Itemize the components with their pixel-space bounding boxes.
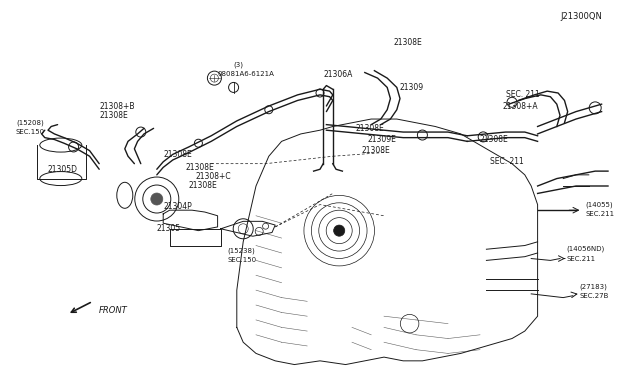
Text: (14055): (14055) xyxy=(586,201,613,208)
Circle shape xyxy=(151,193,163,205)
Text: SEC.27B: SEC.27B xyxy=(579,293,609,299)
Text: SEC.211: SEC.211 xyxy=(566,256,596,262)
Text: (14056ND): (14056ND) xyxy=(566,246,605,253)
Text: 21304P: 21304P xyxy=(163,202,192,211)
Text: (15208): (15208) xyxy=(16,119,44,126)
Text: (15238): (15238) xyxy=(227,248,255,254)
Text: 21305: 21305 xyxy=(157,224,181,233)
Circle shape xyxy=(333,225,345,236)
Text: SEC.150: SEC.150 xyxy=(16,129,45,135)
Text: 21309: 21309 xyxy=(400,83,424,92)
Text: 08081A6-6121A: 08081A6-6121A xyxy=(218,71,275,77)
Text: 21308E: 21308E xyxy=(362,146,390,155)
Text: 21308+A: 21308+A xyxy=(502,102,538,110)
Text: 21308E: 21308E xyxy=(480,135,509,144)
Text: 21308E: 21308E xyxy=(355,124,384,133)
Text: 21308+B: 21308+B xyxy=(99,102,134,110)
Text: SEC.150: SEC.150 xyxy=(227,257,257,263)
Text: 21308E: 21308E xyxy=(163,150,192,159)
Text: 21308E: 21308E xyxy=(189,182,218,190)
Text: 21308+C: 21308+C xyxy=(195,172,231,181)
Text: SEC. 211: SEC. 211 xyxy=(506,90,540,99)
Text: SEC.211: SEC.211 xyxy=(586,211,615,217)
Text: (27183): (27183) xyxy=(579,283,607,290)
Text: 21308E: 21308E xyxy=(186,163,214,172)
Text: 21306A: 21306A xyxy=(323,70,353,79)
Text: FRONT: FRONT xyxy=(99,306,128,315)
Text: SEC. 211: SEC. 211 xyxy=(490,157,524,166)
Text: (3): (3) xyxy=(234,62,244,68)
Text: 21305D: 21305D xyxy=(48,165,78,174)
Text: 21308E: 21308E xyxy=(394,38,422,47)
Text: J21300QN: J21300QN xyxy=(560,12,602,21)
Text: 21308E: 21308E xyxy=(99,111,128,120)
Text: 21309E: 21309E xyxy=(368,135,397,144)
